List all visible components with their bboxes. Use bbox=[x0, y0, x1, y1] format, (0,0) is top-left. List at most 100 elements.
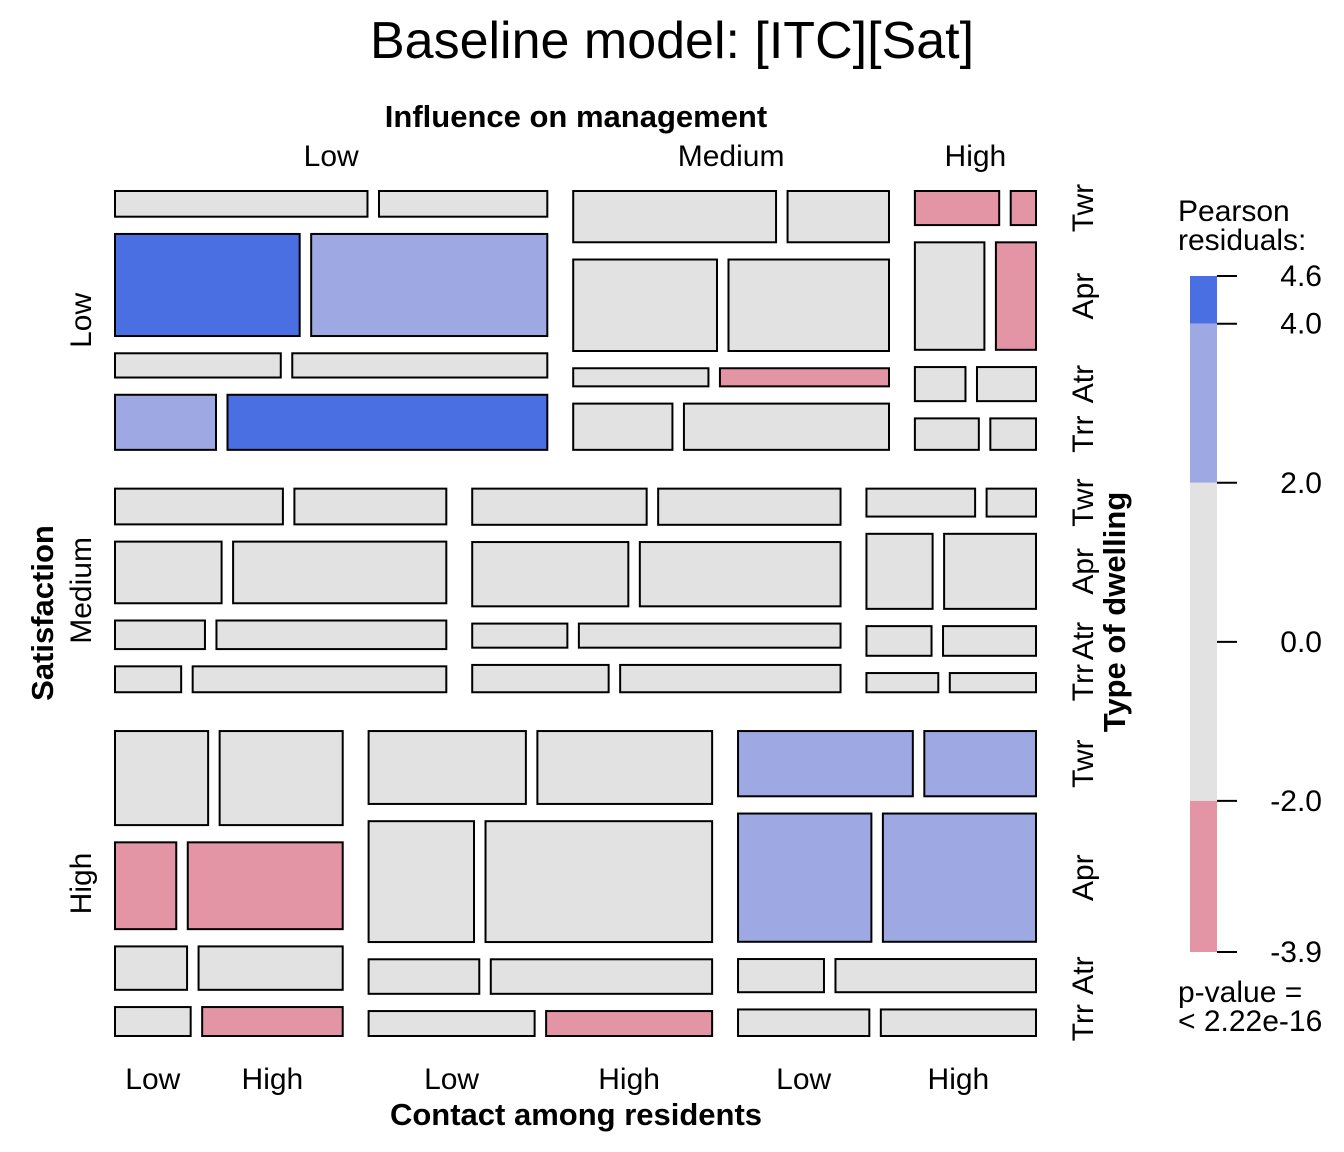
tile-sat-low-infl-high-twr-contact-high bbox=[1009, 190, 1038, 227]
tile-sat-medium-infl-medium-twr-contact-low bbox=[471, 487, 648, 526]
tile-sat-medium-infl-low-twr-contact-high bbox=[293, 487, 448, 526]
tile-sat-low-infl-low-trr-contact-low bbox=[114, 393, 217, 451]
tile-sat-low-infl-medium-trr-contact-high bbox=[682, 402, 890, 451]
tile-sat-low-infl-high-atr-contact-high bbox=[975, 366, 1037, 403]
tile-sat-medium-infl-high-atr-contact-low bbox=[865, 625, 933, 657]
dwelling-type-label: Twr bbox=[1067, 478, 1100, 526]
influence-level-label: Low bbox=[304, 140, 359, 173]
tile-sat-medium-infl-medium-trr-contact-high bbox=[619, 663, 842, 694]
contact-level-label: High bbox=[242, 1063, 304, 1096]
contact-level-label: Low bbox=[424, 1063, 479, 1096]
legend-title-line-1: Pearson bbox=[1178, 195, 1290, 228]
dwelling-type-label: Apr bbox=[1067, 548, 1100, 595]
tile-sat-low-infl-medium-atr-contact-low bbox=[572, 367, 710, 388]
tile-sat-medium-infl-low-atr-contact-low bbox=[114, 619, 206, 651]
tile-sat-low-infl-high-twr-contact-low bbox=[913, 190, 1001, 227]
dwelling-type-label: Twr bbox=[1067, 740, 1100, 788]
tile-sat-medium-infl-medium-apr-contact-high bbox=[638, 541, 842, 608]
tile-sat-high-infl-high-atr-contact-low bbox=[737, 958, 825, 994]
influence-level-label: Medium bbox=[678, 140, 785, 173]
dwelling-type-label: Atr bbox=[1067, 365, 1100, 403]
tile-sat-high-infl-high-twr-contact-high bbox=[923, 730, 1038, 798]
dwelling-type-label: Atr bbox=[1067, 622, 1100, 660]
tile-sat-high-infl-medium-twr-contact-low bbox=[367, 730, 527, 805]
dwelling-type-label: Apr bbox=[1067, 854, 1100, 901]
tile-sat-medium-infl-high-twr-contact-high bbox=[985, 487, 1037, 518]
tile-sat-high-infl-medium-trr-contact-low bbox=[367, 1010, 536, 1037]
tile-sat-high-infl-medium-apr-contact-low bbox=[367, 820, 476, 944]
tile-sat-low-infl-high-apr-contact-high bbox=[994, 241, 1038, 351]
legend-color-band bbox=[1190, 800, 1217, 952]
tile-sat-high-infl-low-twr-contact-high bbox=[218, 730, 344, 827]
legend-tick-label: 2.0 bbox=[1280, 467, 1322, 500]
tile-sat-high-infl-high-atr-contact-high bbox=[834, 958, 1037, 994]
tile-sat-high-infl-medium-trr-contact-high bbox=[545, 1010, 714, 1037]
legend-tick-label: 0.0 bbox=[1280, 626, 1322, 659]
tile-sat-medium-infl-medium-apr-contact-low bbox=[471, 541, 630, 608]
tile-sat-medium-infl-high-apr-contact-high bbox=[943, 532, 1037, 610]
dwelling-type-label: Apr bbox=[1067, 273, 1100, 320]
tile-sat-medium-infl-low-apr-contact-high bbox=[232, 540, 448, 605]
dwelling-type-label: Twr bbox=[1067, 184, 1100, 232]
tile-sat-medium-infl-medium-atr-contact-low bbox=[471, 622, 569, 649]
tile-sat-high-infl-medium-apr-contact-high bbox=[484, 820, 714, 944]
tile-sat-high-infl-high-apr-contact-high bbox=[881, 812, 1037, 943]
legend-title-line-2: residuals: bbox=[1178, 224, 1306, 257]
contact-axis-label: Contact among residents bbox=[390, 1097, 762, 1132]
tile-sat-low-infl-high-trr-contact-low bbox=[913, 417, 980, 451]
tile-sat-low-infl-medium-apr-contact-low bbox=[572, 258, 718, 352]
tile-sat-low-infl-low-atr-contact-low bbox=[114, 352, 282, 379]
legend-tick-label: 4.0 bbox=[1280, 308, 1322, 341]
tile-sat-medium-infl-low-trr-contact-high bbox=[191, 665, 448, 694]
dwelling-type-label: Trr bbox=[1067, 415, 1100, 452]
dwelling-type-label: Atr bbox=[1067, 956, 1100, 994]
tile-sat-high-infl-medium-twr-contact-high bbox=[536, 730, 714, 805]
influence-level-label: High bbox=[945, 140, 1007, 173]
dwelling-type-axis-label: Type of dwelling bbox=[1097, 492, 1132, 733]
tile-sat-medium-infl-high-atr-contact-high bbox=[942, 625, 1038, 657]
tile-sat-low-infl-medium-atr-contact-high bbox=[718, 367, 890, 388]
tile-sat-low-infl-low-apr-contact-high bbox=[310, 232, 549, 338]
tile-sat-medium-infl-low-trr-contact-low bbox=[114, 665, 183, 694]
tile-sat-high-infl-high-twr-contact-low bbox=[737, 730, 914, 798]
dwelling-type-label: Trr bbox=[1067, 1004, 1100, 1041]
tile-sat-high-infl-high-trr-contact-low bbox=[737, 1008, 871, 1038]
tile-sat-low-infl-low-apr-contact-low bbox=[114, 232, 301, 338]
chart-title: Baseline model: [ITC][Sat] bbox=[370, 12, 974, 70]
influence-axis-label: Influence on management bbox=[385, 99, 767, 134]
tile-sat-medium-infl-low-atr-contact-high bbox=[215, 619, 448, 651]
tile-sat-low-infl-low-twr-contact-high bbox=[377, 190, 549, 218]
tile-sat-low-infl-medium-twr-contact-high bbox=[786, 190, 890, 244]
tile-sat-low-infl-low-trr-contact-high bbox=[226, 393, 549, 451]
tile-sat-high-infl-high-trr-contact-high bbox=[879, 1008, 1038, 1038]
legend: Pearson residuals: 4.64.02.00.0-2.0-3.9 … bbox=[1178, 195, 1322, 1038]
legend-tick-label: -3.9 bbox=[1270, 936, 1322, 969]
tile-sat-low-infl-high-trr-contact-high bbox=[989, 417, 1038, 451]
tile-sat-high-infl-low-atr-contact-low bbox=[114, 945, 189, 991]
tile-sat-low-infl-high-atr-contact-low bbox=[913, 366, 967, 403]
contact-level-label: Low bbox=[125, 1063, 180, 1096]
dwelling-type-label: Trr bbox=[1067, 664, 1100, 701]
tile-sat-high-infl-low-apr-contact-high bbox=[186, 841, 344, 931]
tile-sat-low-infl-medium-apr-contact-high bbox=[727, 258, 890, 352]
tile-sat-high-infl-low-apr-contact-low bbox=[114, 841, 178, 931]
tile-sat-medium-infl-low-apr-contact-low bbox=[114, 540, 223, 605]
tile-sat-high-infl-medium-atr-contact-high bbox=[489, 958, 714, 995]
tile-sat-high-infl-medium-atr-contact-low bbox=[367, 958, 481, 995]
legend-color-band bbox=[1190, 482, 1217, 801]
tile-sat-high-infl-high-apr-contact-low bbox=[737, 812, 873, 943]
satisfaction-level-label: Medium bbox=[65, 537, 98, 644]
tile-sat-medium-infl-medium-twr-contact-high bbox=[657, 487, 842, 526]
tile-sat-low-infl-medium-twr-contact-low bbox=[572, 190, 778, 244]
tile-sat-medium-infl-high-apr-contact-low bbox=[865, 532, 934, 610]
tile-sat-low-infl-low-atr-contact-high bbox=[291, 352, 549, 379]
satisfaction-axis-label: Satisfaction bbox=[25, 525, 60, 701]
legend-color-band bbox=[1190, 276, 1217, 324]
tile-sat-high-infl-low-trr-contact-high bbox=[201, 1006, 344, 1037]
mosaic-tiles bbox=[114, 190, 1038, 1038]
tile-sat-high-infl-low-twr-contact-low bbox=[114, 730, 210, 827]
tile-sat-medium-infl-high-trr-contact-low bbox=[865, 672, 940, 694]
legend-tick-label: 4.6 bbox=[1280, 260, 1322, 293]
tile-sat-medium-infl-high-trr-contact-high bbox=[948, 672, 1037, 694]
